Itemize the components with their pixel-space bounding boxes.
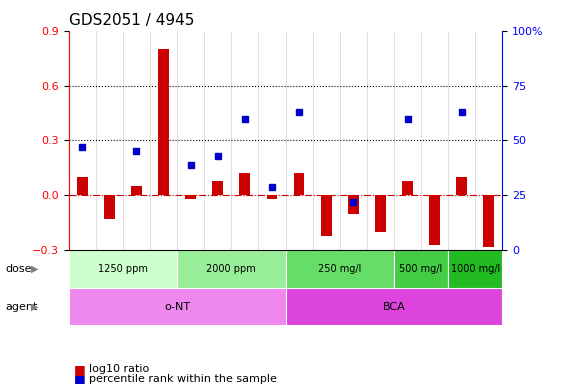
Bar [402, 181, 413, 195]
Bar [131, 186, 142, 195]
Text: o-NT: o-NT [164, 302, 190, 312]
Text: 250 mg/l: 250 mg/l [318, 264, 361, 274]
Bar [321, 195, 332, 235]
Text: 500 mg/l: 500 mg/l [400, 264, 443, 274]
Text: ■: ■ [74, 373, 86, 384]
Text: 1000 mg/l: 1000 mg/l [451, 264, 500, 274]
Bar [348, 195, 359, 214]
Bar [177, 250, 286, 288]
Bar [293, 174, 304, 195]
Text: ▶: ▶ [31, 302, 39, 312]
Bar [104, 195, 115, 219]
Text: log10 ratio: log10 ratio [89, 364, 149, 374]
Text: GDS2051 / 4945: GDS2051 / 4945 [69, 13, 194, 28]
Text: agent: agent [6, 302, 38, 312]
Bar [212, 181, 223, 195]
Bar [267, 195, 278, 199]
Bar [69, 288, 286, 326]
Bar [456, 177, 467, 195]
Bar [375, 195, 386, 232]
Bar [158, 49, 169, 195]
Bar [286, 250, 394, 288]
Text: 1250 ppm: 1250 ppm [98, 264, 148, 274]
Bar [185, 195, 196, 199]
Bar [448, 250, 502, 288]
Bar [69, 250, 177, 288]
Bar [429, 195, 440, 245]
Text: dose: dose [6, 264, 32, 274]
Bar [394, 250, 448, 288]
Bar [239, 174, 250, 195]
Text: BCA: BCA [383, 302, 405, 312]
Bar [286, 288, 502, 326]
Bar [77, 177, 87, 195]
Text: percentile rank within the sample: percentile rank within the sample [89, 374, 276, 384]
Text: ▶: ▶ [31, 264, 39, 274]
Text: 2000 ppm: 2000 ppm [206, 264, 256, 274]
Bar [484, 195, 494, 247]
Text: ■: ■ [74, 363, 86, 376]
